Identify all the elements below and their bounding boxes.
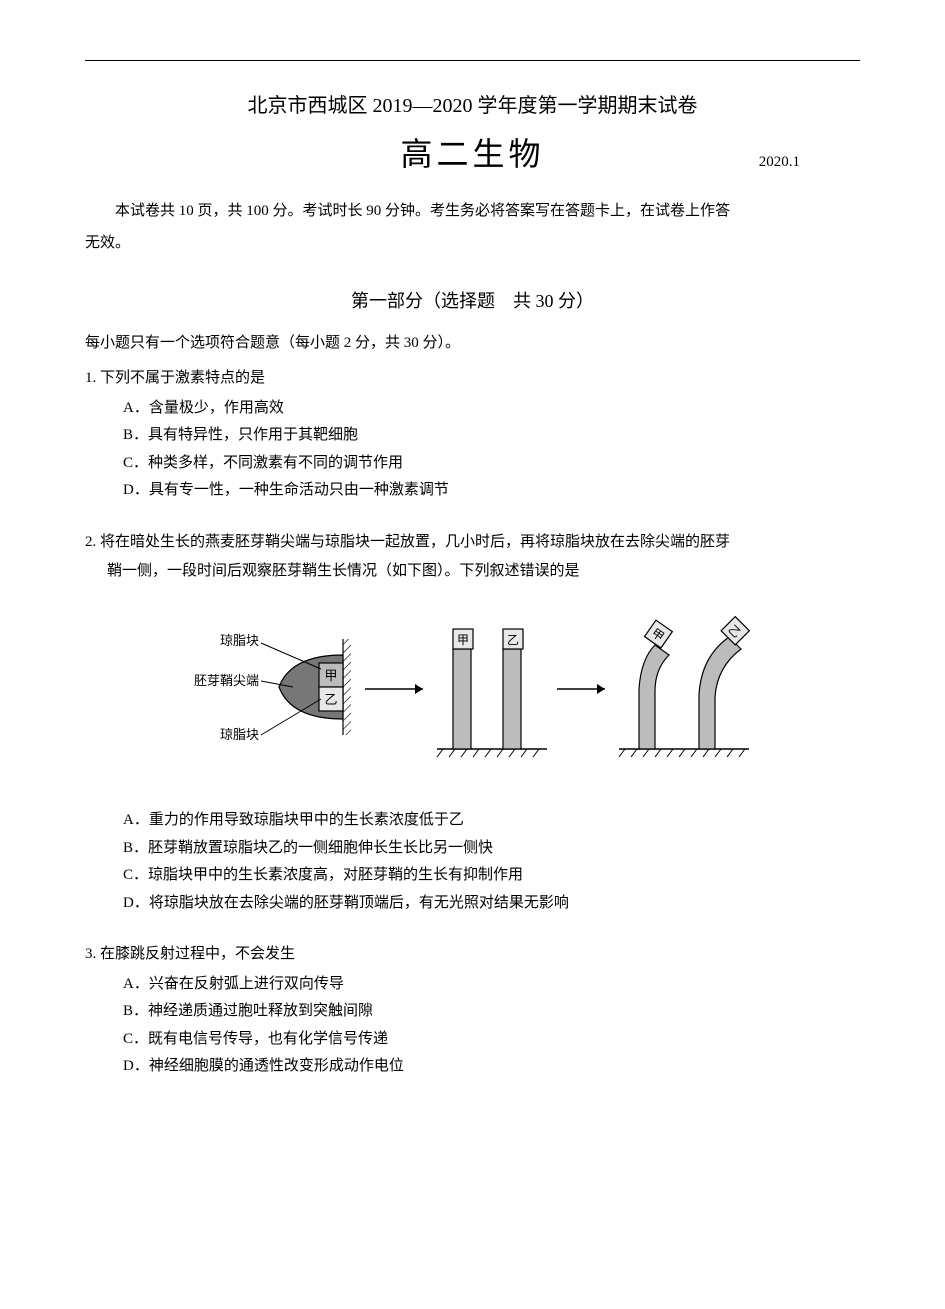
q2-option-a: A．重力的作用导致琼脂块甲中的生长素浓度低于乙	[85, 808, 860, 834]
fig-label-yi-2: 乙	[506, 633, 518, 647]
fig-label-agar-top: 琼脂块	[219, 633, 258, 648]
fig-label-jia-2: 甲	[456, 633, 468, 647]
fig-label-tip: 胚芽鞘尖端	[193, 673, 258, 688]
q3-stem: 3. 在膝跳反射过程中，不会发生	[85, 942, 860, 968]
exam-subject: 高二生物	[400, 136, 544, 172]
fig-label-jia-1: 甲	[324, 668, 337, 683]
top-rule	[85, 60, 860, 61]
q1-option-d: D．具有专一性，一种生命活动只由一种激素调节	[85, 478, 860, 504]
section-title: 第一部分（选择题 共 30 分）	[85, 286, 860, 317]
q1-stem: 1. 下列不属于激素特点的是	[85, 366, 860, 392]
q2-option-b: B．胚芽鞘放置琼脂块乙的一侧细胞伸长生长比另一侧快	[85, 836, 860, 862]
q1-option-b: B．具有特异性，只作用于其靶细胞	[85, 423, 860, 449]
subtitle-row: 高二生物 2020.1	[85, 127, 860, 181]
q2-figure: 甲 乙 琼脂块 胚芽鞘尖端 琼脂块	[85, 599, 860, 789]
q2-option-c: C．琼脂块甲中的生长素浓度高，对胚芽鞘的生长有抑制作用	[85, 863, 860, 889]
q3-option-a: A．兴奋在反射弧上进行双向传导	[85, 972, 860, 998]
question-3: 3. 在膝跳反射过程中，不会发生 A．兴奋在反射弧上进行双向传导 B．神经递质通…	[85, 942, 860, 1080]
section-note: 每小题只有一个选项符合题意（每小题 2 分，共 30 分）。	[85, 331, 860, 357]
fig-label-yi-1: 乙	[324, 692, 337, 707]
q3-option-b: B．神经递质通过胞吐释放到突触间隙	[85, 999, 860, 1025]
q2-stem-line1: 2. 将在暗处生长的燕麦胚芽鞘尖端与琼脂块一起放置，几小时后，再将琼脂块放在去除…	[85, 530, 860, 556]
question-1: 1. 下列不属于激素特点的是 A．含量极少，作用高效 B．具有特异性，只作用于其…	[85, 366, 860, 504]
q2-stem-line2: 鞘一侧，一段时间后观察胚芽鞘生长情况（如下图）。下列叙述错误的是	[85, 559, 860, 585]
q2-option-d: D．将琼脂块放在去除尖端的胚芽鞘顶端后，有无光照对结果无影响	[85, 891, 860, 917]
intro-line1: 本试卷共 10 页，共 100 分。考试时长 90 分钟。考生务必将答案写在答题…	[85, 199, 860, 225]
q1-option-a: A．含量极少，作用高效	[85, 396, 860, 422]
q3-option-d: D．神经细胞膜的通透性改变形成动作电位	[85, 1054, 860, 1080]
fig-label-agar-bottom: 琼脂块	[219, 727, 258, 742]
exam-title: 北京市西城区 2019—2020 学年度第一学期期末试卷	[85, 89, 860, 123]
experiment-diagram: 甲 乙 琼脂块 胚芽鞘尖端 琼脂块	[193, 599, 753, 779]
q1-option-c: C．种类多样，不同激素有不同的调节作用	[85, 451, 860, 477]
question-2: 2. 将在暗处生长的燕麦胚芽鞘尖端与琼脂块一起放置，几小时后，再将琼脂块放在去除…	[85, 530, 860, 917]
exam-date: 2020.1	[759, 150, 800, 176]
q3-option-c: C．既有电信号传导，也有化学信号传递	[85, 1027, 860, 1053]
intro-line2: 无效。	[85, 231, 860, 257]
